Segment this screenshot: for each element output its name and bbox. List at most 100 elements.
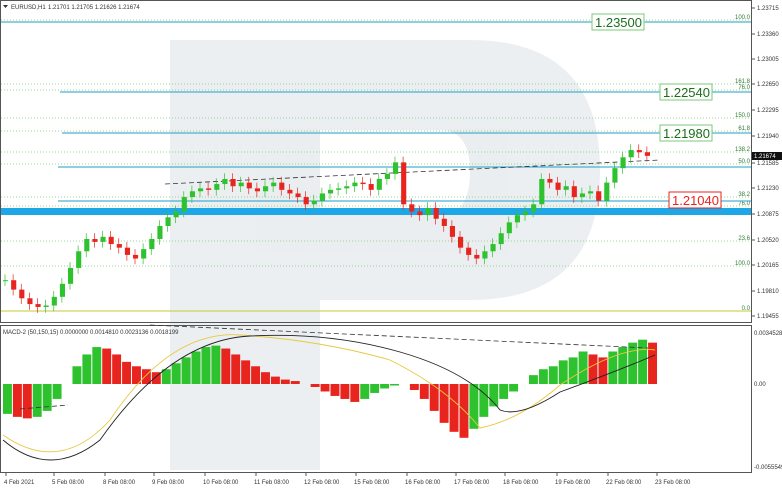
fib-level-label: 100.0 <box>735 15 751 21</box>
macd-bar <box>390 384 399 386</box>
price-tick-label: 1.19455 <box>757 314 779 320</box>
candle-body <box>482 251 488 259</box>
candle-body <box>384 173 390 179</box>
fib-level-label: 76.0 <box>738 201 750 207</box>
fib-level-label: 76.0 <box>738 85 750 91</box>
macd-divergence-line <box>19 404 69 410</box>
candle-body <box>344 186 350 189</box>
macd-bar <box>122 361 132 384</box>
macd-bar <box>22 384 32 419</box>
macd-bar <box>618 347 628 384</box>
time-tick-label: 18 Feb 08:00 <box>503 480 539 486</box>
trend-line <box>164 159 661 185</box>
candle-body <box>376 178 382 190</box>
candle-body <box>588 191 594 194</box>
candle-body <box>311 200 317 205</box>
candle-body <box>51 296 57 306</box>
candle-body <box>539 178 545 205</box>
candle-body <box>563 186 569 190</box>
candle-body <box>466 247 472 255</box>
candle-body <box>76 251 82 268</box>
macd-bar <box>380 384 390 389</box>
candle-body <box>636 150 642 153</box>
macd-bar <box>211 345 221 384</box>
candle-body <box>173 211 179 218</box>
time-tick-label: 10 Feb 08:00 <box>203 480 239 486</box>
level-box <box>668 191 722 209</box>
macd-bar <box>360 384 370 399</box>
macd-bar <box>598 357 608 384</box>
macd-bar <box>52 384 62 399</box>
macd-bar <box>578 351 588 384</box>
price-tick-label: 1.22295 <box>757 108 779 114</box>
macd-bar <box>181 357 191 384</box>
fib-level-label: 23.6 <box>738 236 750 242</box>
time-tick-label: 12 Feb 08:00 <box>304 480 340 486</box>
macd-bar <box>330 384 340 396</box>
macd-tick-label: -0.0055549 <box>754 465 782 471</box>
macd-bar <box>310 384 320 387</box>
macd-bar <box>608 351 618 384</box>
candle-body <box>149 239 155 250</box>
macd-bar <box>449 384 459 432</box>
candle-body <box>506 222 512 234</box>
current-price-marker: 1.21674 <box>752 152 782 160</box>
candle-body <box>181 197 187 212</box>
price-level-label[interactable]: 1.21040 <box>668 191 722 209</box>
level-box <box>659 124 713 142</box>
candle-body <box>368 184 374 190</box>
macd-bar <box>151 372 161 384</box>
macd-bar <box>479 384 489 417</box>
macd-bar <box>3 384 12 414</box>
candle-body <box>206 188 212 190</box>
price-panel[interactable] <box>0 0 752 323</box>
candle-body <box>409 204 415 212</box>
candle-body <box>230 178 236 187</box>
candle-body <box>254 188 260 192</box>
macd-bar <box>509 384 519 392</box>
price-tick-label: 1.20520 <box>757 238 779 244</box>
time-tick-label: 19 Feb 08:00 <box>555 480 591 486</box>
time-tick-label: 16 Feb 08:00 <box>405 480 441 486</box>
dropdown-arrow-icon[interactable] <box>3 5 8 8</box>
candle-body <box>401 162 407 205</box>
macd-bar <box>72 366 82 384</box>
macd-bar <box>132 366 141 384</box>
candle-body <box>189 191 195 198</box>
level-value: 1.21980 <box>663 126 710 141</box>
macd-bar <box>320 384 330 392</box>
candle-body <box>490 244 496 252</box>
price-level-label[interactable]: 1.22540 <box>659 83 713 101</box>
macd-bar <box>638 339 648 384</box>
candle-body <box>222 178 228 185</box>
price-tick-label: 1.20165 <box>757 263 779 269</box>
price-level-label[interactable]: 1.23500 <box>591 13 645 31</box>
candle-body <box>425 207 431 216</box>
price-level-label[interactable]: 1.21980 <box>659 124 713 142</box>
candle-body <box>84 239 90 252</box>
time-tick-label: 17 Feb 08:00 <box>454 480 490 486</box>
candle-body <box>531 204 537 212</box>
macd-bar <box>489 384 499 407</box>
candle-body <box>19 289 25 299</box>
candle-body <box>141 249 147 259</box>
candle-body <box>449 225 455 237</box>
price-tick-label: 1.23005 <box>757 57 779 63</box>
candle-body <box>458 236 464 248</box>
macd-bar <box>171 363 181 384</box>
candle-body <box>360 182 366 185</box>
price-tick-label: 1.19810 <box>757 289 779 295</box>
candle-body <box>287 189 293 194</box>
time-tick-label: 15 Feb 08:00 <box>354 480 390 486</box>
candle-body <box>59 283 65 297</box>
fib-level-label: 38.2 <box>738 192 750 198</box>
candle-body <box>43 305 49 307</box>
candle-body <box>352 182 358 187</box>
macd-bar <box>141 369 151 384</box>
macd-main-line <box>2 334 656 461</box>
macd-bar <box>270 376 280 384</box>
level-value: 1.23500 <box>595 15 642 30</box>
time-tick-label: 5 Feb 08:00 <box>52 480 85 486</box>
candle-body <box>27 298 33 305</box>
